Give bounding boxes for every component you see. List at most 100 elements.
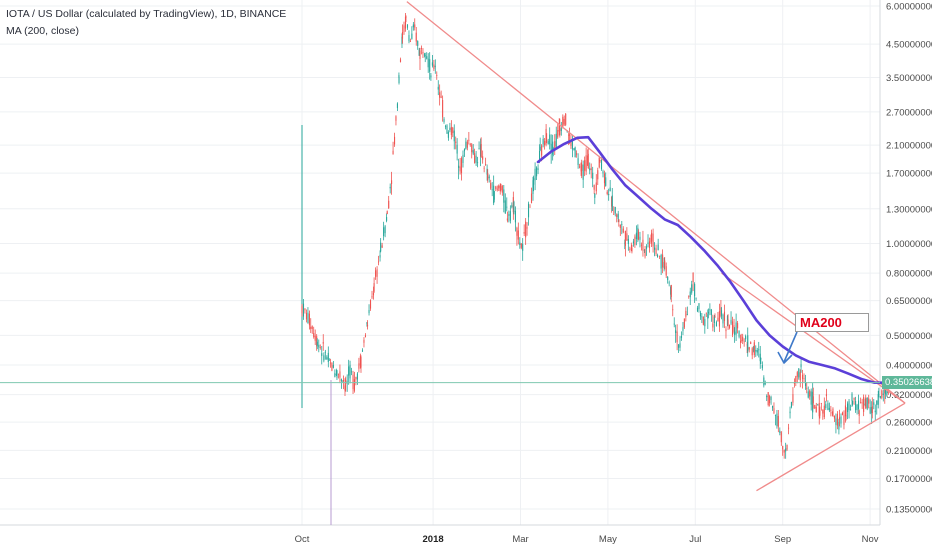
candle-body — [460, 158, 463, 174]
candle-body — [822, 409, 824, 414]
last-price-badge: 0.35026638 — [882, 376, 932, 390]
candle-body — [692, 272, 694, 283]
candle-body — [847, 403, 849, 413]
candle-body — [827, 403, 829, 410]
annotation-arrowhead — [777, 351, 793, 364]
candle-body — [659, 255, 661, 257]
candle-body — [682, 327, 684, 331]
candle-body — [789, 411, 791, 414]
candle-body — [340, 379, 342, 381]
candle-body — [526, 227, 528, 229]
candle-body — [777, 416, 779, 427]
candle-body — [871, 406, 873, 414]
candle-body — [882, 393, 884, 395]
candle-body — [729, 324, 731, 328]
candle-body — [496, 188, 498, 190]
candle-body — [629, 249, 631, 251]
candle-body — [414, 24, 416, 28]
candle-body — [485, 163, 487, 165]
candle-body — [886, 389, 888, 395]
candle-body — [804, 382, 807, 386]
candle-body — [474, 153, 476, 164]
y-tick-label: 0.17000000 — [886, 474, 932, 485]
candle-body — [696, 307, 699, 312]
candle-body — [580, 163, 582, 172]
candle-body — [715, 322, 718, 327]
candle-body — [395, 116, 397, 121]
candle-body — [630, 248, 632, 250]
candle-body — [637, 231, 640, 240]
candle-body — [342, 380, 345, 382]
candle-body — [635, 232, 637, 240]
candle-body — [603, 173, 606, 184]
ma200-annotation: MA200 — [795, 313, 869, 332]
candle-body — [301, 305, 303, 314]
candle-body — [491, 189, 493, 191]
candle-body — [742, 336, 744, 341]
candle-body — [511, 205, 513, 208]
candle-body — [334, 373, 336, 377]
candle-body — [323, 355, 325, 361]
candle-body — [353, 379, 355, 391]
x-tick-label: Jul — [689, 534, 701, 545]
candle-body — [823, 405, 825, 418]
candle-body — [835, 418, 837, 426]
candle-body — [759, 353, 761, 362]
candle-body — [514, 210, 516, 223]
y-tick-label: 0.50000000 — [886, 331, 932, 342]
candle-body — [335, 374, 337, 375]
candle-body — [480, 144, 482, 158]
candle-body — [305, 312, 308, 320]
candle-body — [427, 58, 429, 68]
candle-body — [480, 144, 482, 157]
candle-body — [668, 282, 670, 284]
candle-body — [568, 134, 570, 136]
candle-body — [701, 316, 703, 318]
candle-body — [806, 387, 808, 389]
candle-body — [469, 144, 471, 145]
candle-body — [563, 118, 565, 125]
candle-body — [691, 284, 693, 293]
candle-body — [647, 242, 649, 245]
x-tick-label: May — [599, 534, 617, 545]
candle-body — [378, 261, 380, 263]
candle-body — [337, 373, 339, 375]
candle-body — [361, 350, 364, 352]
candle-body — [817, 404, 819, 406]
candle-body — [307, 312, 309, 324]
candle-body — [884, 386, 886, 394]
candle-body — [463, 148, 466, 152]
candle-body — [541, 145, 543, 156]
candle-body — [858, 410, 860, 416]
candle-body — [877, 394, 879, 405]
candle-body — [530, 193, 533, 204]
candle-body — [731, 321, 734, 335]
candle-body — [411, 33, 413, 39]
candle-body — [810, 391, 812, 405]
candle-body — [855, 400, 857, 411]
candle-body — [420, 47, 423, 50]
chart-legend: IOTA / US Dollar (calculated by TradingV… — [6, 6, 286, 40]
candle-body — [747, 335, 749, 352]
candle-body — [367, 324, 369, 327]
candle-body — [800, 364, 802, 368]
candle-body — [845, 415, 847, 417]
candle-body — [522, 243, 524, 251]
candle-body — [417, 41, 419, 46]
candle-body — [712, 323, 714, 328]
candle-body — [841, 412, 844, 416]
candle-body — [786, 444, 788, 450]
candle-body — [331, 362, 333, 371]
candle-body — [487, 173, 489, 180]
candle-body — [379, 255, 381, 258]
candle-body — [565, 113, 567, 125]
candle-body — [838, 417, 841, 420]
candle-body — [688, 295, 690, 297]
candle-body — [404, 16, 407, 29]
candle-body — [359, 356, 361, 366]
candle-body — [713, 316, 715, 323]
candle-body — [459, 166, 461, 172]
candle-body — [533, 178, 535, 185]
candle-body — [627, 238, 629, 245]
